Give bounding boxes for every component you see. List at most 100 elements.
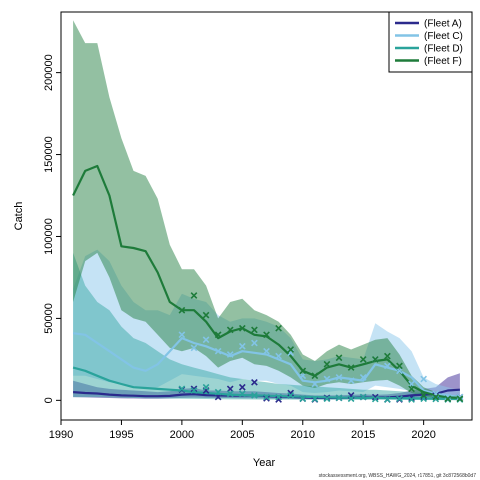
series-1-observation-point <box>311 380 319 388</box>
y-tick-label: 0 <box>43 397 55 403</box>
observation-points <box>178 292 464 403</box>
series-0-observation-point <box>251 378 258 386</box>
series-1-observation-point <box>275 352 282 360</box>
series-3-observation-point <box>444 395 452 403</box>
series-1-observation-point <box>384 362 391 370</box>
series-2-observation-point <box>335 394 343 402</box>
series-2-ci-band <box>73 252 460 401</box>
series-2-observation-point <box>214 388 222 396</box>
series-2-observation-point <box>299 395 307 403</box>
series-3-observation-point <box>226 326 234 334</box>
series-2-observation-point <box>347 395 355 403</box>
series-3-observation-point <box>287 346 295 353</box>
series-2-observation-point <box>371 395 379 403</box>
series-0-observation-point <box>275 396 282 403</box>
y-axis-title: Catch <box>13 202 25 231</box>
series-0-observation-point <box>226 385 234 393</box>
series-3-observation-point <box>323 360 331 368</box>
series-3-observation-point <box>359 356 367 363</box>
series-3-observation-point <box>202 311 210 319</box>
x-tick-label: 2000 <box>170 429 194 441</box>
series-2-observation-point <box>251 392 258 399</box>
series-0-observation-point <box>287 389 295 397</box>
series-1-observation-point <box>202 336 210 344</box>
series-1-observation-point <box>456 393 464 401</box>
plot-frame <box>60 11 473 421</box>
series-2-observation-point <box>287 392 295 399</box>
series-2-observation-point <box>311 395 319 403</box>
y-tick-label: 100000 <box>43 218 55 255</box>
series-1-observation-point <box>396 367 403 375</box>
series-2-observation-point <box>323 395 331 403</box>
series-1-observation-point <box>408 380 415 388</box>
series-2-observation-point <box>238 390 246 398</box>
series-0-observation-point <box>371 393 379 401</box>
legend: (Fleet A)(Fleet C) (Fleet D)(Fleet F) <box>388 11 473 73</box>
series-3-ci-band <box>73 20 460 400</box>
series-3-observation-point <box>275 324 282 332</box>
legend-label: (Fleet F) <box>424 56 462 67</box>
series-1-observation-point <box>178 331 186 339</box>
series-3-observation-point <box>408 385 415 393</box>
y-tick-label: 50000 <box>43 303 55 334</box>
series-0-observation-point <box>238 383 246 391</box>
series-3-observation-point <box>190 292 198 299</box>
series-3-observation-point <box>384 352 391 360</box>
series-1-observation-point <box>226 351 234 358</box>
series-1-observation-point <box>190 344 198 352</box>
series-1-observation-point <box>359 374 367 381</box>
series-1-observation-point <box>238 342 246 350</box>
series-1-observation-point <box>347 377 355 385</box>
x-tick-label: 2020 <box>411 429 435 441</box>
x-tick-label: 2010 <box>291 429 315 441</box>
series-1-observation-point <box>335 374 343 381</box>
series-3-observation-point <box>311 372 319 380</box>
series-3-observation-point <box>396 362 403 370</box>
series-1-observation-point <box>444 393 452 401</box>
y-tick-label: 200000 <box>43 54 55 91</box>
series-3-observation-point <box>263 331 270 339</box>
series-3-observation-point <box>214 331 222 339</box>
legend-label: (Fleet C) <box>424 31 463 42</box>
footer-note: stockassessment.org, WBSS_HAWG_2024, r17… <box>319 473 477 479</box>
series-3-observation-point <box>420 392 428 399</box>
series-2-observation-point <box>190 387 198 394</box>
series-1-observation-point <box>251 339 258 347</box>
series-3-observation-point <box>456 395 464 403</box>
series-3-observation-point <box>335 354 343 362</box>
series-3-observation-point <box>251 326 258 334</box>
series-1-estimate-line <box>72 332 461 399</box>
series-0-observation-point <box>214 393 222 401</box>
x-tick-label: 2015 <box>351 429 375 441</box>
series-1-observation-point <box>299 372 307 380</box>
series-2-observation-point <box>408 396 415 403</box>
series-3-observation-point <box>371 356 379 363</box>
series-2-observation-point <box>226 390 234 398</box>
series-0-observation-point <box>190 385 198 393</box>
y-tick-label: 150000 <box>43 136 55 173</box>
series-2-observation-point <box>432 395 440 403</box>
series-3-observation-point <box>432 393 440 401</box>
series-2-observation-point <box>178 385 186 393</box>
series-2-observation-point <box>359 393 367 401</box>
series-1-observation-point <box>420 375 428 383</box>
series-3-observation-point <box>238 324 246 332</box>
series-1-observation-point <box>323 375 331 383</box>
series-0-observation-point <box>420 393 428 401</box>
series-0-observation-point <box>263 395 270 402</box>
x-tick-label: 1990 <box>49 429 73 441</box>
series-2-observation-point <box>275 393 282 401</box>
legend-label: (Fleet A) <box>424 19 462 30</box>
series-3-observation-point <box>347 364 355 371</box>
series-2-observation-point <box>263 393 270 401</box>
series-1-observation-point <box>263 347 270 355</box>
series-0-observation-point <box>408 394 415 402</box>
x-tick-label: 1995 <box>109 429 133 441</box>
axes: 1990 1995 2000 2005 2010 2015 2020 0 50000 100000… <box>43 54 436 441</box>
legend-label: (Fleet D) <box>424 44 463 55</box>
confidence-bands <box>73 20 460 401</box>
series-3-observation-point <box>178 306 186 314</box>
series-2-observation-point <box>384 396 391 403</box>
series-2-observation-point <box>396 395 403 403</box>
series-2-estimate-line <box>72 366 460 401</box>
